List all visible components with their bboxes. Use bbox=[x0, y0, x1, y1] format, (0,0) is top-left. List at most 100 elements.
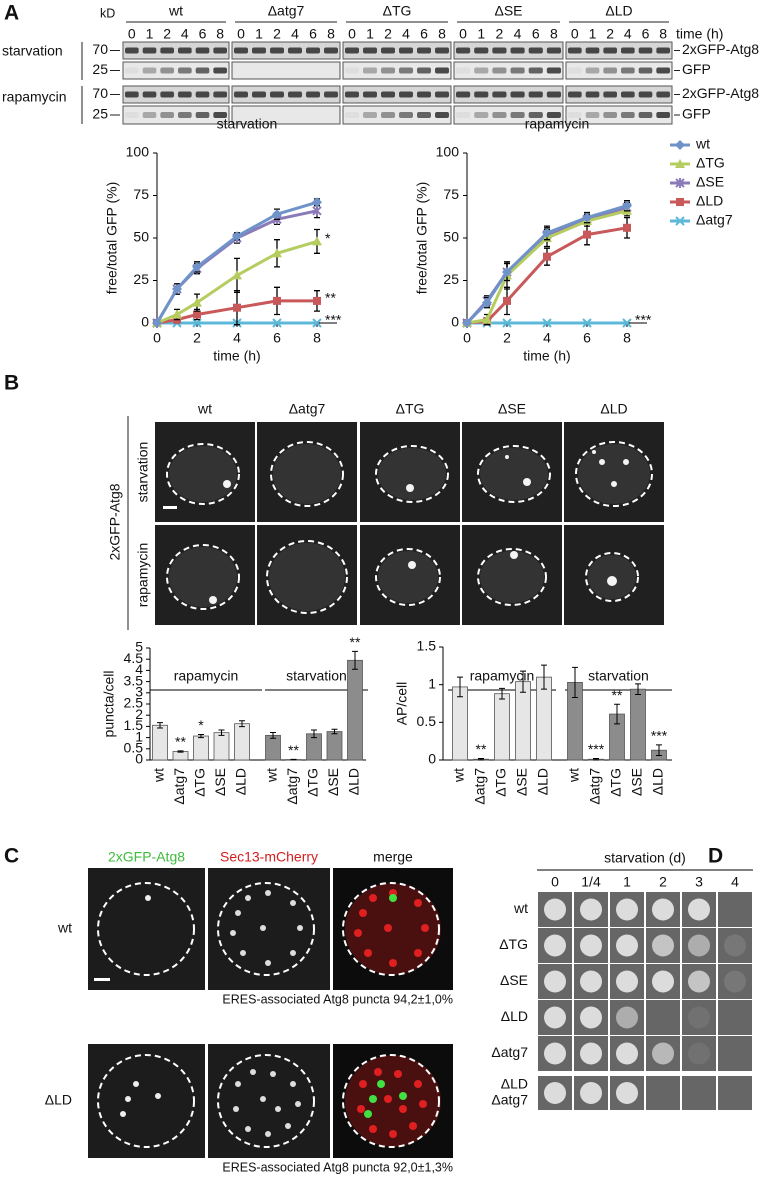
eres-spot bbox=[384, 1095, 392, 1103]
legend-label: ΔSE bbox=[696, 174, 724, 190]
y-tick-label: 25 bbox=[443, 271, 459, 287]
cell-body bbox=[269, 543, 345, 611]
blot-band bbox=[528, 67, 543, 74]
blot-band bbox=[381, 67, 395, 74]
marker bbox=[312, 197, 322, 208]
colony-spot bbox=[616, 1082, 638, 1104]
eres-spot bbox=[235, 910, 241, 916]
eres-spot bbox=[240, 950, 246, 956]
plate-cell bbox=[718, 964, 752, 999]
time-label: 8 bbox=[327, 26, 335, 42]
significance: ** bbox=[288, 742, 299, 758]
y-tick-label: 50 bbox=[443, 229, 459, 245]
column-label: wt bbox=[197, 401, 212, 417]
panel-label: C bbox=[4, 845, 19, 868]
blot-band bbox=[399, 91, 413, 98]
eres-spot bbox=[230, 930, 236, 936]
eres-spot bbox=[369, 894, 377, 902]
blot-band bbox=[178, 91, 192, 98]
time-label: 1 bbox=[255, 26, 263, 42]
cell-body bbox=[480, 448, 548, 500]
eres-spot bbox=[270, 1071, 276, 1077]
blot-band bbox=[160, 67, 174, 74]
cell-body bbox=[578, 444, 650, 504]
legend-label: wt bbox=[695, 136, 710, 152]
marker bbox=[462, 318, 472, 328]
plate-cell bbox=[682, 1036, 716, 1071]
time-label: 6 bbox=[532, 26, 540, 42]
time-label: 2 bbox=[496, 26, 504, 42]
marker bbox=[542, 227, 552, 238]
error-bar bbox=[499, 687, 505, 700]
puncta bbox=[120, 1111, 126, 1117]
eres-spot bbox=[414, 899, 422, 907]
blot-band bbox=[288, 91, 302, 98]
blot-band bbox=[160, 112, 174, 118]
puncta bbox=[523, 478, 531, 486]
significance: ** bbox=[325, 290, 336, 306]
blot-strip bbox=[453, 105, 564, 125]
y-tick-label: 25 bbox=[133, 271, 149, 287]
marker bbox=[233, 303, 241, 312]
group-label: starvation bbox=[588, 668, 649, 684]
blot-band bbox=[546, 67, 561, 74]
strain-label: ΔLD bbox=[501, 1076, 528, 1092]
legend-label: ΔLD bbox=[696, 193, 723, 209]
blot-band bbox=[656, 67, 670, 74]
marker bbox=[622, 318, 632, 328]
colony-spot bbox=[688, 934, 710, 957]
marker bbox=[583, 230, 591, 239]
blot-band bbox=[178, 112, 192, 118]
micrograph bbox=[208, 868, 330, 990]
bar bbox=[193, 735, 209, 761]
strain-label: wt bbox=[513, 900, 528, 916]
colony-spot bbox=[688, 898, 710, 921]
colony-spot bbox=[652, 1042, 674, 1065]
unit-label: kD bbox=[100, 6, 115, 20]
eres-spot bbox=[290, 950, 296, 956]
blot-strip bbox=[122, 105, 230, 125]
blot-band bbox=[456, 47, 471, 54]
colony-spot bbox=[544, 934, 566, 957]
x-tick-label: 6 bbox=[583, 330, 591, 346]
error-bar bbox=[520, 670, 526, 693]
blot-band bbox=[142, 47, 157, 54]
blot-band bbox=[381, 112, 395, 118]
x-tick-label: ΔTG bbox=[192, 768, 208, 797]
blot-band bbox=[213, 47, 227, 54]
marker bbox=[503, 296, 511, 305]
group-label: rapamycin bbox=[470, 668, 535, 684]
marker bbox=[152, 318, 162, 328]
time-label: 1 bbox=[477, 26, 485, 42]
x-tick-label: ΔLD bbox=[233, 768, 249, 795]
colony-spot bbox=[580, 970, 602, 993]
colony-spot bbox=[688, 1042, 710, 1065]
strain-label: Δatg7 bbox=[491, 1044, 528, 1060]
blot-band bbox=[474, 112, 489, 118]
puncta bbox=[607, 576, 617, 586]
time-label: 2 bbox=[606, 26, 614, 42]
blot-band bbox=[213, 91, 227, 98]
colony-spot bbox=[544, 970, 566, 993]
blot-band bbox=[125, 47, 139, 54]
x-tick-label: ΔTG bbox=[493, 768, 509, 797]
error-bar bbox=[177, 750, 184, 753]
y-tick-label: 1 bbox=[135, 728, 143, 744]
column-label: ΔLD bbox=[600, 401, 627, 417]
blot-band bbox=[306, 47, 320, 54]
blot-band bbox=[585, 91, 600, 98]
x-tick-label: ΔSE bbox=[514, 768, 530, 796]
significance: *** bbox=[325, 312, 342, 328]
x-tick-label: Δatg7 bbox=[171, 768, 187, 805]
blot-band bbox=[195, 91, 210, 98]
time-label: 4 bbox=[624, 26, 632, 42]
y-tick-label: 2 bbox=[135, 706, 143, 722]
blot-band bbox=[621, 47, 635, 54]
eres-spot bbox=[285, 1123, 291, 1129]
y-tick-label: 1.5 bbox=[124, 717, 144, 733]
y-tick-label: 50 bbox=[133, 229, 149, 245]
eres-spot bbox=[384, 924, 392, 932]
y-axis-label: puncta/cell bbox=[101, 671, 117, 738]
bar bbox=[515, 681, 531, 761]
colony-spot bbox=[580, 934, 602, 957]
